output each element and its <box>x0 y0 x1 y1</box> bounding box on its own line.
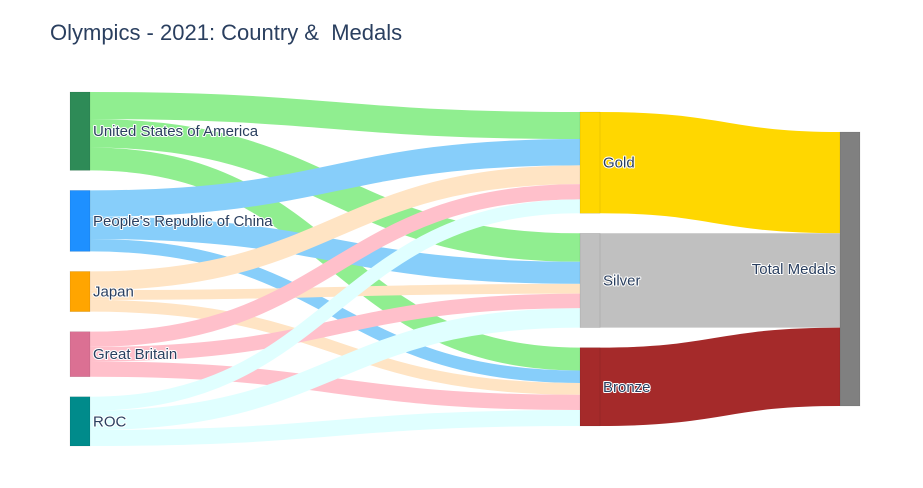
link-japan-gold[interactable] <box>89 165 581 291</box>
node-label-roc: ROC <box>93 413 127 430</box>
nodes-layer <box>69 91 861 447</box>
node-usa[interactable] <box>69 91 91 171</box>
node-roc[interactable] <box>69 396 91 447</box>
node-total[interactable] <box>839 131 861 407</box>
link-gb-bronze[interactable] <box>89 361 581 411</box>
link-gb-gold[interactable] <box>89 184 581 347</box>
chart-title: Olympics - 2021: Country & Medals <box>50 20 403 45</box>
link-roc-silver[interactable] <box>89 308 581 431</box>
link-usa-gold[interactable] <box>89 92 581 140</box>
link-china-gold[interactable] <box>89 139 581 217</box>
link-roc-bronze[interactable] <box>89 410 581 447</box>
link-gold-total[interactable] <box>599 112 841 234</box>
node-japan[interactable] <box>69 271 91 312</box>
node-label-gb: Great Britain <box>93 346 177 363</box>
link-roc-gold[interactable] <box>89 199 581 411</box>
labels-layer: United States of America People's Republi… <box>92 122 837 431</box>
node-label-total: Total Medals <box>752 261 836 278</box>
node-label-bronze: Bronze <box>603 379 651 396</box>
node-label-usa: United States of America <box>93 123 259 140</box>
link-japan-silver[interactable] <box>89 283 581 300</box>
node-label-china: People's Republic of China <box>93 213 273 230</box>
link-china-silver[interactable] <box>89 216 581 284</box>
node-label-gold: Gold <box>603 155 635 172</box>
node-gb[interactable] <box>69 331 91 377</box>
node-bronze[interactable] <box>579 347 601 427</box>
link-gb-silver[interactable] <box>89 293 581 362</box>
links-layer <box>89 92 841 447</box>
link-bronze-total[interactable] <box>599 327 841 427</box>
node-gold[interactable] <box>579 111 601 214</box>
link-japan-bronze[interactable] <box>89 299 581 395</box>
node-china[interactable] <box>69 190 91 252</box>
node-label-japan: Japan <box>93 284 134 301</box>
node-label-silver: Silver <box>603 272 641 289</box>
node-silver[interactable] <box>579 233 601 328</box>
